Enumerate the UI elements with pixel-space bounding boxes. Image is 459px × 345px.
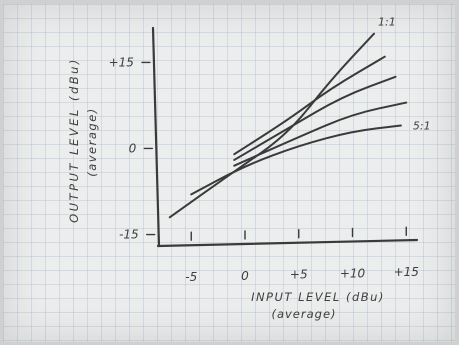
x-axis-line	[156, 238, 419, 248]
series-lines: 1:1 5:1	[168, 16, 431, 219]
y-axis-line	[151, 26, 161, 248]
x-tick-label: 0	[241, 269, 249, 283]
y-axis-subtitle: (average)	[85, 107, 99, 177]
y-tick-label: +15	[109, 55, 134, 69]
series-line-4	[233, 101, 408, 167]
ticks: -5 0 +5 +10 +15 +15 0 -15	[109, 55, 419, 284]
series-line-3	[233, 75, 397, 161]
x-tick-label: +10	[340, 266, 366, 280]
y-tick-label: -15	[119, 228, 139, 242]
series-line-2	[233, 55, 386, 156]
series-ratio-label: 5:1	[413, 120, 431, 133]
x-tick-label: +5	[290, 268, 308, 282]
y-axis-title: OUTPUT LEVEL (dBu)	[67, 57, 81, 223]
y-tick-label: 0	[129, 141, 137, 155]
x-tick-label: -5	[185, 270, 197, 284]
x-tick-label: +15	[394, 265, 419, 279]
x-axis-subtitle: (average)	[271, 307, 336, 321]
series-ratio-label: 1:1	[378, 16, 396, 29]
axes	[151, 26, 419, 248]
series-line-5	[190, 124, 402, 196]
x-axis-title: INPUT LEVEL (dBu)	[251, 290, 385, 304]
